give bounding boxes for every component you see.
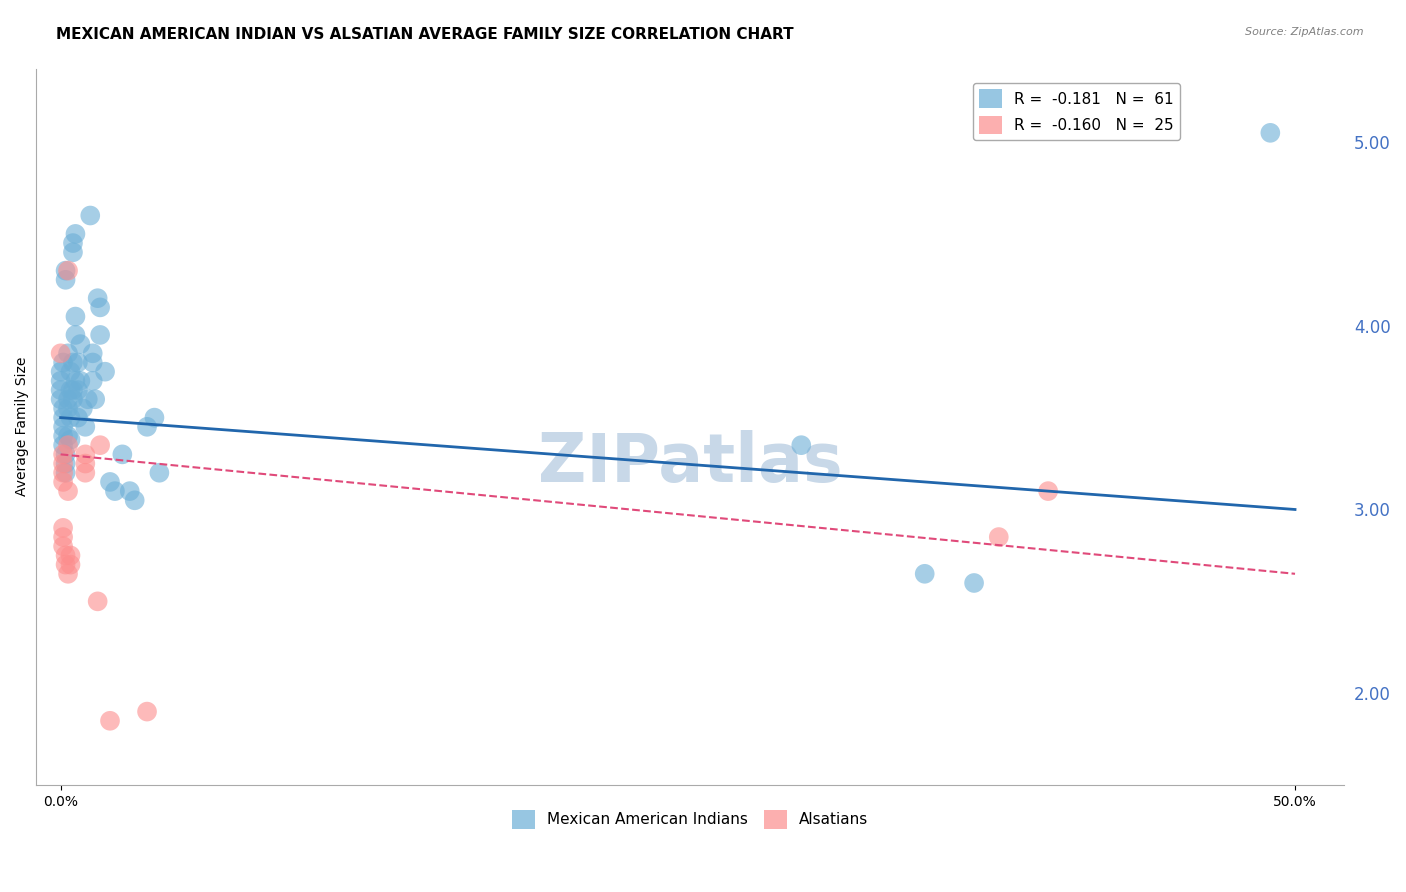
Point: [89, 327, 111, 342]
Point: [55, 549, 77, 563]
Point: [49, 392, 72, 407]
Point: [65, 374, 87, 388]
Point: [66, 383, 89, 397]
Point: [55, 457, 77, 471]
Point: [55, 273, 77, 287]
Point: [52, 410, 75, 425]
Point: [65, 327, 87, 342]
Point: [59, 383, 82, 397]
Point: [98, 714, 121, 728]
Point: [55, 447, 77, 461]
Point: [56, 401, 79, 416]
Point: [66, 410, 89, 425]
Point: [52, 466, 75, 480]
Point: [82, 355, 104, 369]
Point: [52, 429, 75, 443]
Y-axis label: Average Family Size: Average Family Size: [15, 357, 30, 497]
Point: [1260, 126, 1282, 140]
Point: [62, 355, 84, 369]
Point: [52, 521, 75, 535]
Point: [75, 419, 97, 434]
Point: [59, 433, 82, 447]
Point: [56, 346, 79, 360]
Point: [59, 410, 82, 425]
Point: [69, 337, 91, 351]
Point: [59, 549, 82, 563]
Point: [56, 429, 79, 443]
Point: [82, 346, 104, 360]
Point: [111, 447, 134, 461]
Point: [49, 365, 72, 379]
Point: [98, 475, 121, 489]
Point: [62, 392, 84, 407]
Point: [963, 576, 986, 591]
Point: [49, 374, 72, 388]
Point: [56, 566, 79, 581]
Point: [49, 346, 72, 360]
Point: [75, 447, 97, 461]
Legend: Mexican American Indians, Alsatians: Mexican American Indians, Alsatians: [506, 804, 875, 835]
Point: [790, 438, 813, 452]
Point: [65, 310, 87, 324]
Point: [55, 558, 77, 572]
Point: [52, 530, 75, 544]
Point: [136, 705, 159, 719]
Point: [86, 291, 108, 305]
Text: Source: ZipAtlas.com: Source: ZipAtlas.com: [1246, 27, 1364, 37]
Point: [143, 410, 166, 425]
Text: ZIPatlas: ZIPatlas: [538, 430, 842, 496]
Point: [76, 392, 98, 407]
Point: [84, 392, 107, 407]
Point: [89, 301, 111, 315]
Point: [52, 457, 75, 471]
Point: [56, 392, 79, 407]
Point: [104, 484, 127, 499]
Point: [52, 419, 75, 434]
Point: [69, 374, 91, 388]
Point: [62, 245, 84, 260]
Point: [987, 530, 1010, 544]
Point: [52, 355, 75, 369]
Point: [52, 401, 75, 416]
Point: [56, 484, 79, 499]
Point: [86, 594, 108, 608]
Point: [118, 484, 141, 499]
Point: [136, 419, 159, 434]
Point: [82, 374, 104, 388]
Point: [79, 209, 101, 223]
Point: [75, 466, 97, 480]
Point: [72, 401, 94, 416]
Point: [124, 493, 146, 508]
Point: [75, 457, 97, 471]
Point: [89, 438, 111, 452]
Point: [94, 365, 117, 379]
Point: [66, 355, 89, 369]
Point: [62, 235, 84, 250]
Point: [148, 466, 170, 480]
Point: [49, 383, 72, 397]
Point: [62, 383, 84, 397]
Point: [56, 263, 79, 277]
Point: [56, 438, 79, 452]
Point: [914, 566, 936, 581]
Point: [55, 263, 77, 277]
Point: [52, 447, 75, 461]
Text: MEXICAN AMERICAN INDIAN VS ALSATIAN AVERAGE FAMILY SIZE CORRELATION CHART: MEXICAN AMERICAN INDIAN VS ALSATIAN AVER…: [56, 27, 794, 42]
Point: [59, 365, 82, 379]
Point: [65, 227, 87, 241]
Point: [55, 466, 77, 480]
Point: [52, 539, 75, 553]
Point: [59, 558, 82, 572]
Point: [52, 475, 75, 489]
Point: [1036, 484, 1059, 499]
Point: [52, 438, 75, 452]
